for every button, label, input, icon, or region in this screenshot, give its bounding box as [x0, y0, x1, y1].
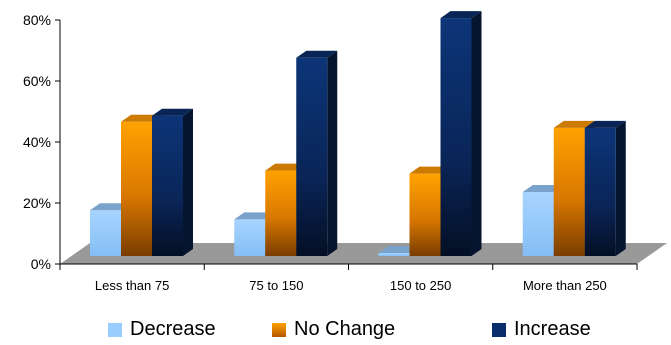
bar-front [265, 170, 297, 256]
bar-increase [296, 50, 338, 256]
x-category-label: Less than 75 [95, 278, 169, 293]
bar-front [296, 57, 328, 256]
bar-top [440, 11, 482, 19]
bar-top [265, 163, 307, 171]
bar-front [121, 121, 152, 256]
legend-label-no-change: No Change [294, 318, 396, 340]
y-tick-label: 20% [23, 195, 51, 211]
legend-item-no-change: No Change [272, 318, 395, 341]
bar-chart: 0% 20% 40% 60% 80% Less than 75 75 to 150 150 … [23, 11, 667, 293]
bar-front [440, 18, 472, 256]
bar-top [121, 114, 162, 122]
legend-item-decrease: Decrease [108, 318, 216, 341]
bar-front [409, 173, 441, 256]
x-category-label: 150 to 250 [390, 278, 451, 293]
bar-increase [152, 108, 193, 256]
bar-top [90, 203, 131, 211]
legend: Decrease No Change Increase [0, 318, 671, 345]
bar-top [584, 120, 626, 128]
y-axis-ticks: 0% 20% 40% 60% 80% [23, 12, 60, 272]
bar-top [378, 245, 420, 253]
bar-side [183, 108, 193, 256]
bar-top [152, 108, 193, 116]
chart-floor [60, 243, 667, 264]
bar-increase [584, 120, 626, 257]
legend-swatch-no-change [272, 322, 286, 337]
bar-front [522, 191, 554, 256]
bar-side [471, 11, 482, 256]
bar-front [378, 252, 410, 256]
bar-top [296, 50, 338, 58]
bar-top [553, 120, 595, 128]
y-tick-label: 80% [23, 12, 51, 28]
legend-label-increase: Increase [514, 318, 591, 340]
bar-top [234, 212, 276, 220]
bar-increase [440, 11, 482, 256]
x-category-label: More than 250 [523, 278, 607, 293]
legend-item-increase: Increase [492, 318, 591, 341]
bar-front [553, 127, 585, 257]
bar-top [522, 184, 564, 192]
bar-front [584, 127, 616, 257]
bar-front [234, 219, 266, 256]
y-tick-label: 40% [23, 134, 51, 150]
bars [90, 11, 626, 257]
legend-label-decrease: Decrease [130, 318, 216, 340]
bar-front [90, 210, 121, 256]
x-category-label: 75 to 150 [249, 278, 303, 293]
legend-swatch-decrease [108, 322, 122, 337]
bar-top [409, 166, 451, 174]
bar-side [615, 120, 626, 257]
y-tick-label: 0% [31, 256, 51, 272]
y-tick-label: 60% [23, 73, 51, 89]
legend-swatch-increase [492, 322, 506, 337]
bar-side [327, 50, 338, 256]
x-axis-ticks: Less than 75 75 to 150 150 to 250 More than… [59, 264, 638, 293]
bar-front [152, 115, 183, 256]
